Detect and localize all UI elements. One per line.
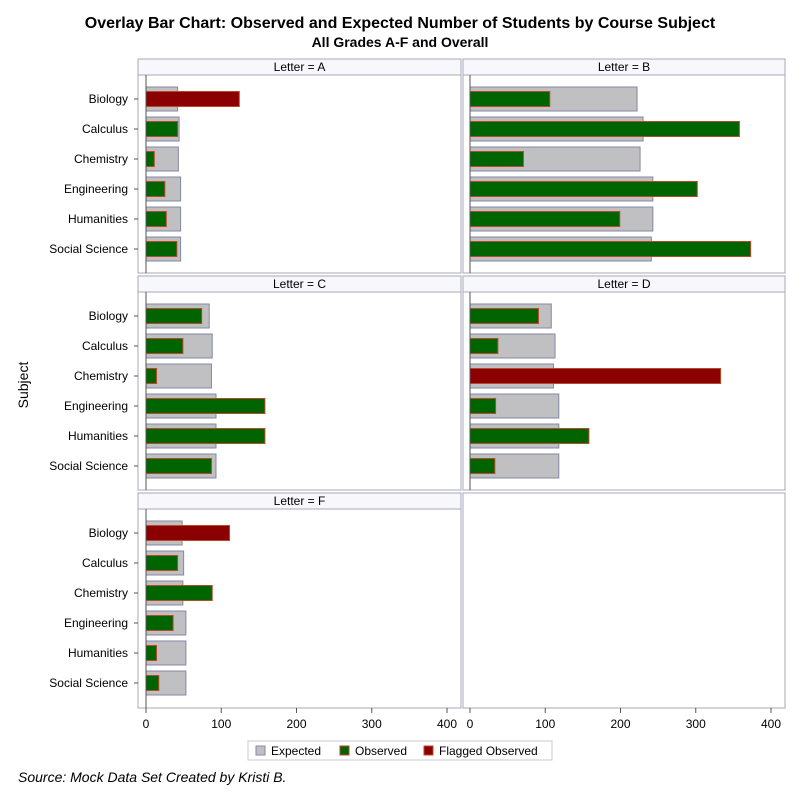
observed-bar xyxy=(469,151,524,167)
panel-strip xyxy=(462,275,786,293)
category-label: Engineering xyxy=(64,182,128,196)
category-label: Calculus xyxy=(82,339,128,353)
category-label: Biology xyxy=(89,92,128,106)
flagged-observed-bar xyxy=(469,368,722,384)
panel-cell: Letter = C Biology Calculus Chemistry Engine… xyxy=(49,275,462,491)
panel-strip-label: Letter = B xyxy=(598,60,650,74)
observed-bar xyxy=(145,615,174,631)
observed-bar xyxy=(469,398,497,414)
x-tick-label: 400 xyxy=(761,717,781,731)
panel-strip-label: Letter = D xyxy=(597,277,650,291)
observed-bar xyxy=(145,308,203,324)
category-label: Humanities xyxy=(68,212,128,226)
observed-bar xyxy=(145,398,266,414)
legend-swatch-flagged xyxy=(423,745,434,756)
category-label: Social Science xyxy=(49,459,128,473)
observed-bar xyxy=(145,338,184,354)
category-label: Chemistry xyxy=(74,586,128,600)
panel-cell: Letter = D xyxy=(462,275,786,491)
observed-bar xyxy=(145,241,178,257)
legend-label: Observed xyxy=(355,744,407,758)
observed-bar xyxy=(145,645,158,661)
footnote: Source: Mock Data Set Created by Kristi … xyxy=(18,769,286,785)
chart-title: Overlay Bar Chart: Observed and Expected… xyxy=(85,15,716,32)
category-label: Engineering xyxy=(64,616,128,630)
panel-strip xyxy=(137,58,462,76)
category-label: Calculus xyxy=(82,556,128,570)
legend: Expected Observed Flagged Observed xyxy=(247,740,553,761)
category-label: Calculus xyxy=(82,122,128,136)
observed-bar xyxy=(145,585,213,601)
observed-bar xyxy=(469,241,752,257)
observed-bar xyxy=(145,555,179,571)
observed-bar xyxy=(469,458,496,474)
chart-subtitle: All Grades A-F and Overall xyxy=(312,34,489,50)
category-label: Chemistry xyxy=(74,152,128,166)
panel-strip-label: Letter = C xyxy=(273,277,326,291)
category-label: Biology xyxy=(89,526,128,540)
observed-bar xyxy=(145,151,155,167)
panel-strip-label: Letter = A xyxy=(274,60,326,74)
x-tick-label: 100 xyxy=(535,717,555,731)
x-axis: 0 100 200 300 400 xyxy=(467,708,781,731)
legend-swatch-expected xyxy=(255,745,266,756)
flagged-observed-bar xyxy=(145,525,231,541)
panel-cell: Letter = F Biology Calculus Chemistry Engine… xyxy=(49,492,462,709)
observed-bar xyxy=(145,121,179,137)
legend-label: Expected xyxy=(271,744,321,758)
observed-bar xyxy=(145,458,212,474)
category-label: Social Science xyxy=(49,242,128,256)
panel-strip xyxy=(462,58,786,76)
x-tick-label: 0 xyxy=(143,717,150,731)
x-axes: 0 100 200 300 400 0 100 200 300 400 xyxy=(143,708,781,731)
observed-bar xyxy=(469,308,539,324)
panel-cell: Letter = B xyxy=(462,58,786,274)
observed-bar xyxy=(469,338,499,354)
panel-strip xyxy=(137,275,462,293)
observed-bar xyxy=(145,368,158,384)
panel-strip xyxy=(137,492,462,510)
observed-bar xyxy=(469,91,551,107)
x-tick-label: 0 xyxy=(467,717,474,731)
x-tick-label: 300 xyxy=(362,717,382,731)
flagged-observed-bar xyxy=(145,91,240,107)
x-tick-label: 400 xyxy=(437,717,457,731)
observed-bar xyxy=(145,428,266,444)
x-tick-label: 200 xyxy=(610,717,630,731)
panel-frame xyxy=(462,492,786,709)
x-axis: 0 100 200 300 400 xyxy=(143,708,457,731)
category-label: Biology xyxy=(89,309,128,323)
observed-bar xyxy=(145,181,166,197)
observed-bar xyxy=(469,121,740,137)
panel-grid: Letter = A Biology Calculus Chemistry Engine… xyxy=(49,58,786,709)
panel-cell: Letter = A Biology Calculus Chemistry Engine… xyxy=(49,58,462,274)
observed-bar xyxy=(145,211,167,227)
x-tick-label: 100 xyxy=(211,717,231,731)
observed-bar xyxy=(469,211,621,227)
panel-cell xyxy=(462,492,786,709)
x-tick-label: 300 xyxy=(686,717,706,731)
observed-bar xyxy=(145,675,160,691)
category-label: Social Science xyxy=(49,676,128,690)
observed-bar xyxy=(469,181,698,197)
category-label: Engineering xyxy=(64,399,128,413)
observed-bar xyxy=(469,428,590,444)
panel-strip-label: Letter = F xyxy=(274,494,326,508)
legend-label: Flagged Observed xyxy=(439,744,538,758)
legend-frame xyxy=(247,740,553,761)
category-label: Humanities xyxy=(68,646,128,660)
category-label: Chemistry xyxy=(74,369,128,383)
y-axis-label: Subject xyxy=(15,362,31,409)
x-tick-label: 200 xyxy=(286,717,306,731)
legend-swatch-observed xyxy=(339,745,350,756)
category-label: Humanities xyxy=(68,429,128,443)
